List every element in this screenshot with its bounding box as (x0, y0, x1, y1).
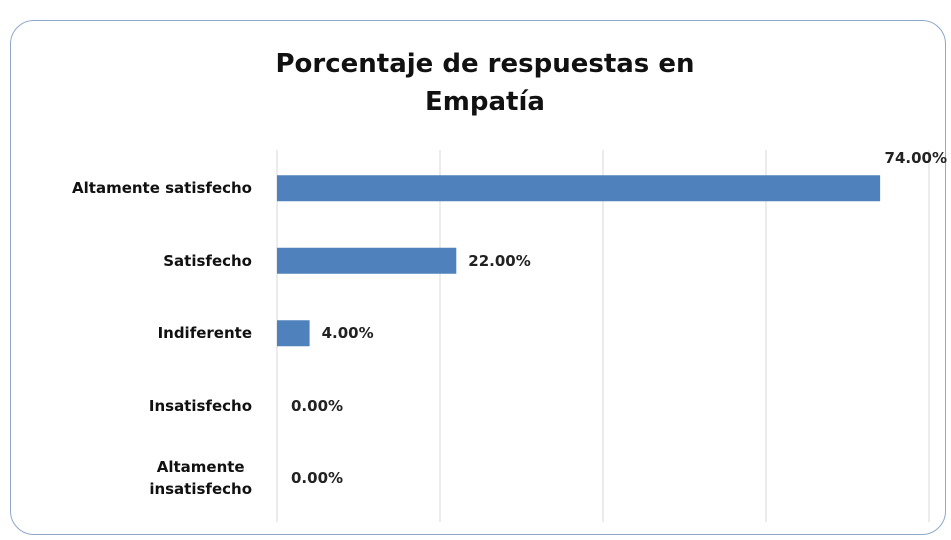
data-label: 4.00% (321, 324, 374, 343)
data-label: 0.00% (291, 469, 344, 488)
data-label: 22.00% (468, 251, 531, 270)
y-tick-label: Satisfecho (163, 231, 252, 291)
bar (277, 320, 310, 347)
y-tick-label: Altamente insatisfecho (149, 448, 252, 508)
bar (277, 175, 881, 202)
y-tick-label: Indiferente (158, 303, 252, 363)
category-label: Indiferente (157, 324, 252, 343)
chart-frame (10, 20, 946, 535)
data-label: 74.00% (884, 149, 947, 168)
bar (277, 247, 457, 274)
chart-title: Porcentaje de respuestas en Empatía (275, 49, 695, 117)
category-label: Satisfecho (163, 251, 252, 270)
data-label: 0.00% (291, 396, 344, 415)
category-label: Altamente insatisfecho (149, 458, 252, 499)
y-tick-label: Altamente satisfecho (72, 158, 252, 218)
category-label: Altamente satisfecho (72, 179, 252, 198)
category-label: Insatisfecho (148, 396, 252, 415)
y-tick-label: Insatisfecho (149, 376, 252, 436)
